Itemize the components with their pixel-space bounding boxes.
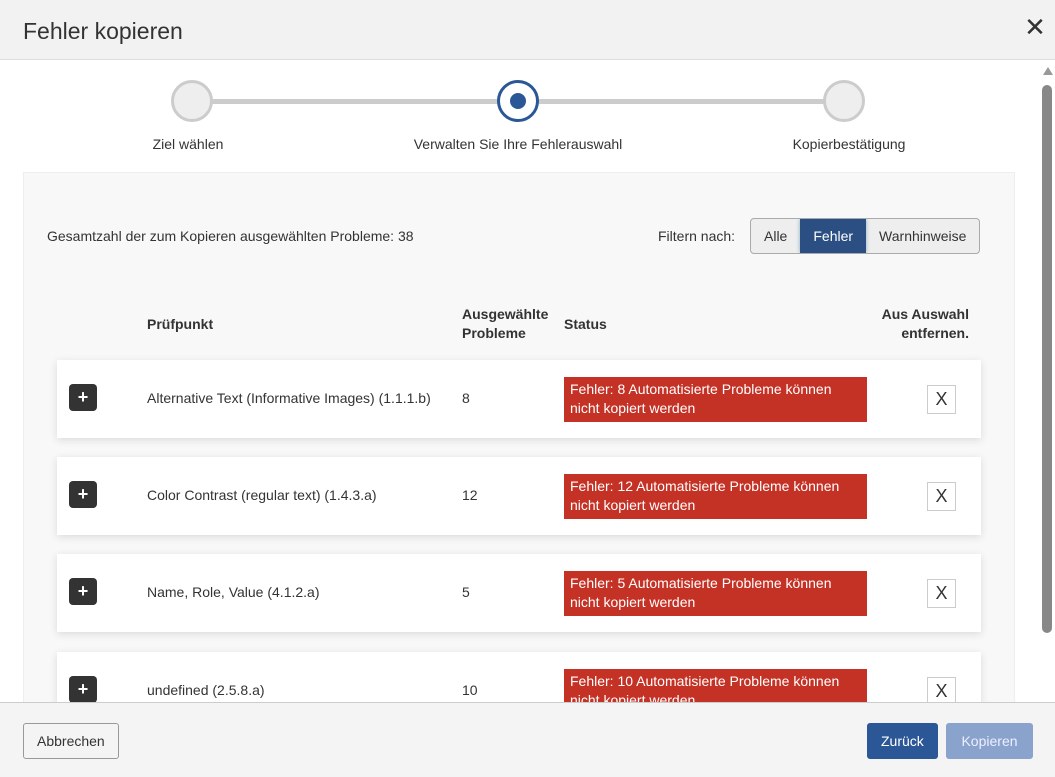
stepper-line [538,99,824,104]
header-checkpoint: Prüfpunkt [147,316,214,332]
table-row: + Name, Role, Value (4.1.2.a) 5 Fehler: … [57,554,981,632]
expand-plus-icon[interactable]: + [69,481,97,508]
checkpoint-name: Alternative Text (Informative Images) (1… [147,390,431,406]
dialog-body: Ziel wählen Verwalten Sie Ihre Fehleraus… [0,60,1055,702]
cancel-button[interactable]: Abbrechen [23,723,119,759]
dialog-title: Fehler kopieren [23,18,183,44]
step-1-label: Ziel wählen [152,136,224,152]
remove-button[interactable]: X [927,677,956,702]
checkpoint-name: undefined (2.5.8.a) [147,682,265,698]
scroll-up-arrow-icon[interactable] [1043,67,1053,75]
filter-warnings[interactable]: Warnhinweise [879,228,967,244]
table-row: + undefined (2.5.8.a) 10 Fehler: 10 Auto… [57,652,981,702]
expand-plus-icon[interactable]: + [69,676,97,702]
checkpoint-name: Name, Role, Value (4.1.2.a) [147,584,320,600]
header-remove: Aus Auswahl entfernen. [881,306,969,341]
table-row: + Color Contrast (regular text) (1.4.3.a… [57,457,981,535]
remove-button[interactable]: X [927,385,956,414]
step-1-circle [171,80,213,122]
status-badge: Fehler: 8 Automatisierte Probleme können… [564,377,867,422]
status-badge: Fehler: 5 Automatisierte Probleme können… [564,571,867,616]
filter-errors[interactable]: Fehler [800,219,867,253]
copy-button[interactable]: Kopieren [946,723,1033,759]
remove-button[interactable]: X [927,482,956,511]
scrollbar[interactable] [1040,60,1055,702]
header-status: Status [564,316,607,332]
table-row: + Alternative Text (Informative Images) … [57,360,981,438]
dialog-footer: Abbrechen Zurück Kopieren [0,702,1055,777]
filter-all[interactable]: Alle [764,228,788,244]
issue-count: 8 [462,390,470,406]
issue-count: 5 [462,584,470,600]
issue-count: 12 [462,487,478,503]
filter-label: Filtern nach: [658,228,736,244]
step-3-label: Kopierbestätigung [792,136,906,152]
total-count: Gesamtzahl der zum Kopieren ausgewählten… [47,228,414,244]
scrollbar-thumb[interactable] [1042,85,1052,633]
filter-group: Alle Fehler Warnhinweise [750,218,981,254]
checkpoint-name: Color Contrast (regular text) (1.4.3.a) [147,487,377,503]
step-2-circle [497,80,539,122]
step-2-label: Verwalten Sie Ihre Fehlerauswahl [413,136,623,152]
step-3-circle [823,80,865,122]
stepper-line [212,99,498,104]
close-icon[interactable]: ✕ [1024,12,1046,42]
header-selected-issues: Ausgewählte Probleme [462,306,549,341]
expand-plus-icon[interactable]: + [69,384,97,411]
selection-panel: Gesamtzahl der zum Kopieren ausgewählten… [23,172,1015,702]
issue-count: 10 [462,682,478,698]
remove-button[interactable]: X [927,579,956,608]
expand-plus-icon[interactable]: + [69,578,97,605]
back-button[interactable]: Zurück [867,723,938,759]
status-badge: Fehler: 10 Automatisierte Probleme könne… [564,669,867,702]
dialog-header: Fehler kopieren ✕ [0,0,1055,60]
status-badge: Fehler: 12 Automatisierte Probleme könne… [564,474,867,519]
